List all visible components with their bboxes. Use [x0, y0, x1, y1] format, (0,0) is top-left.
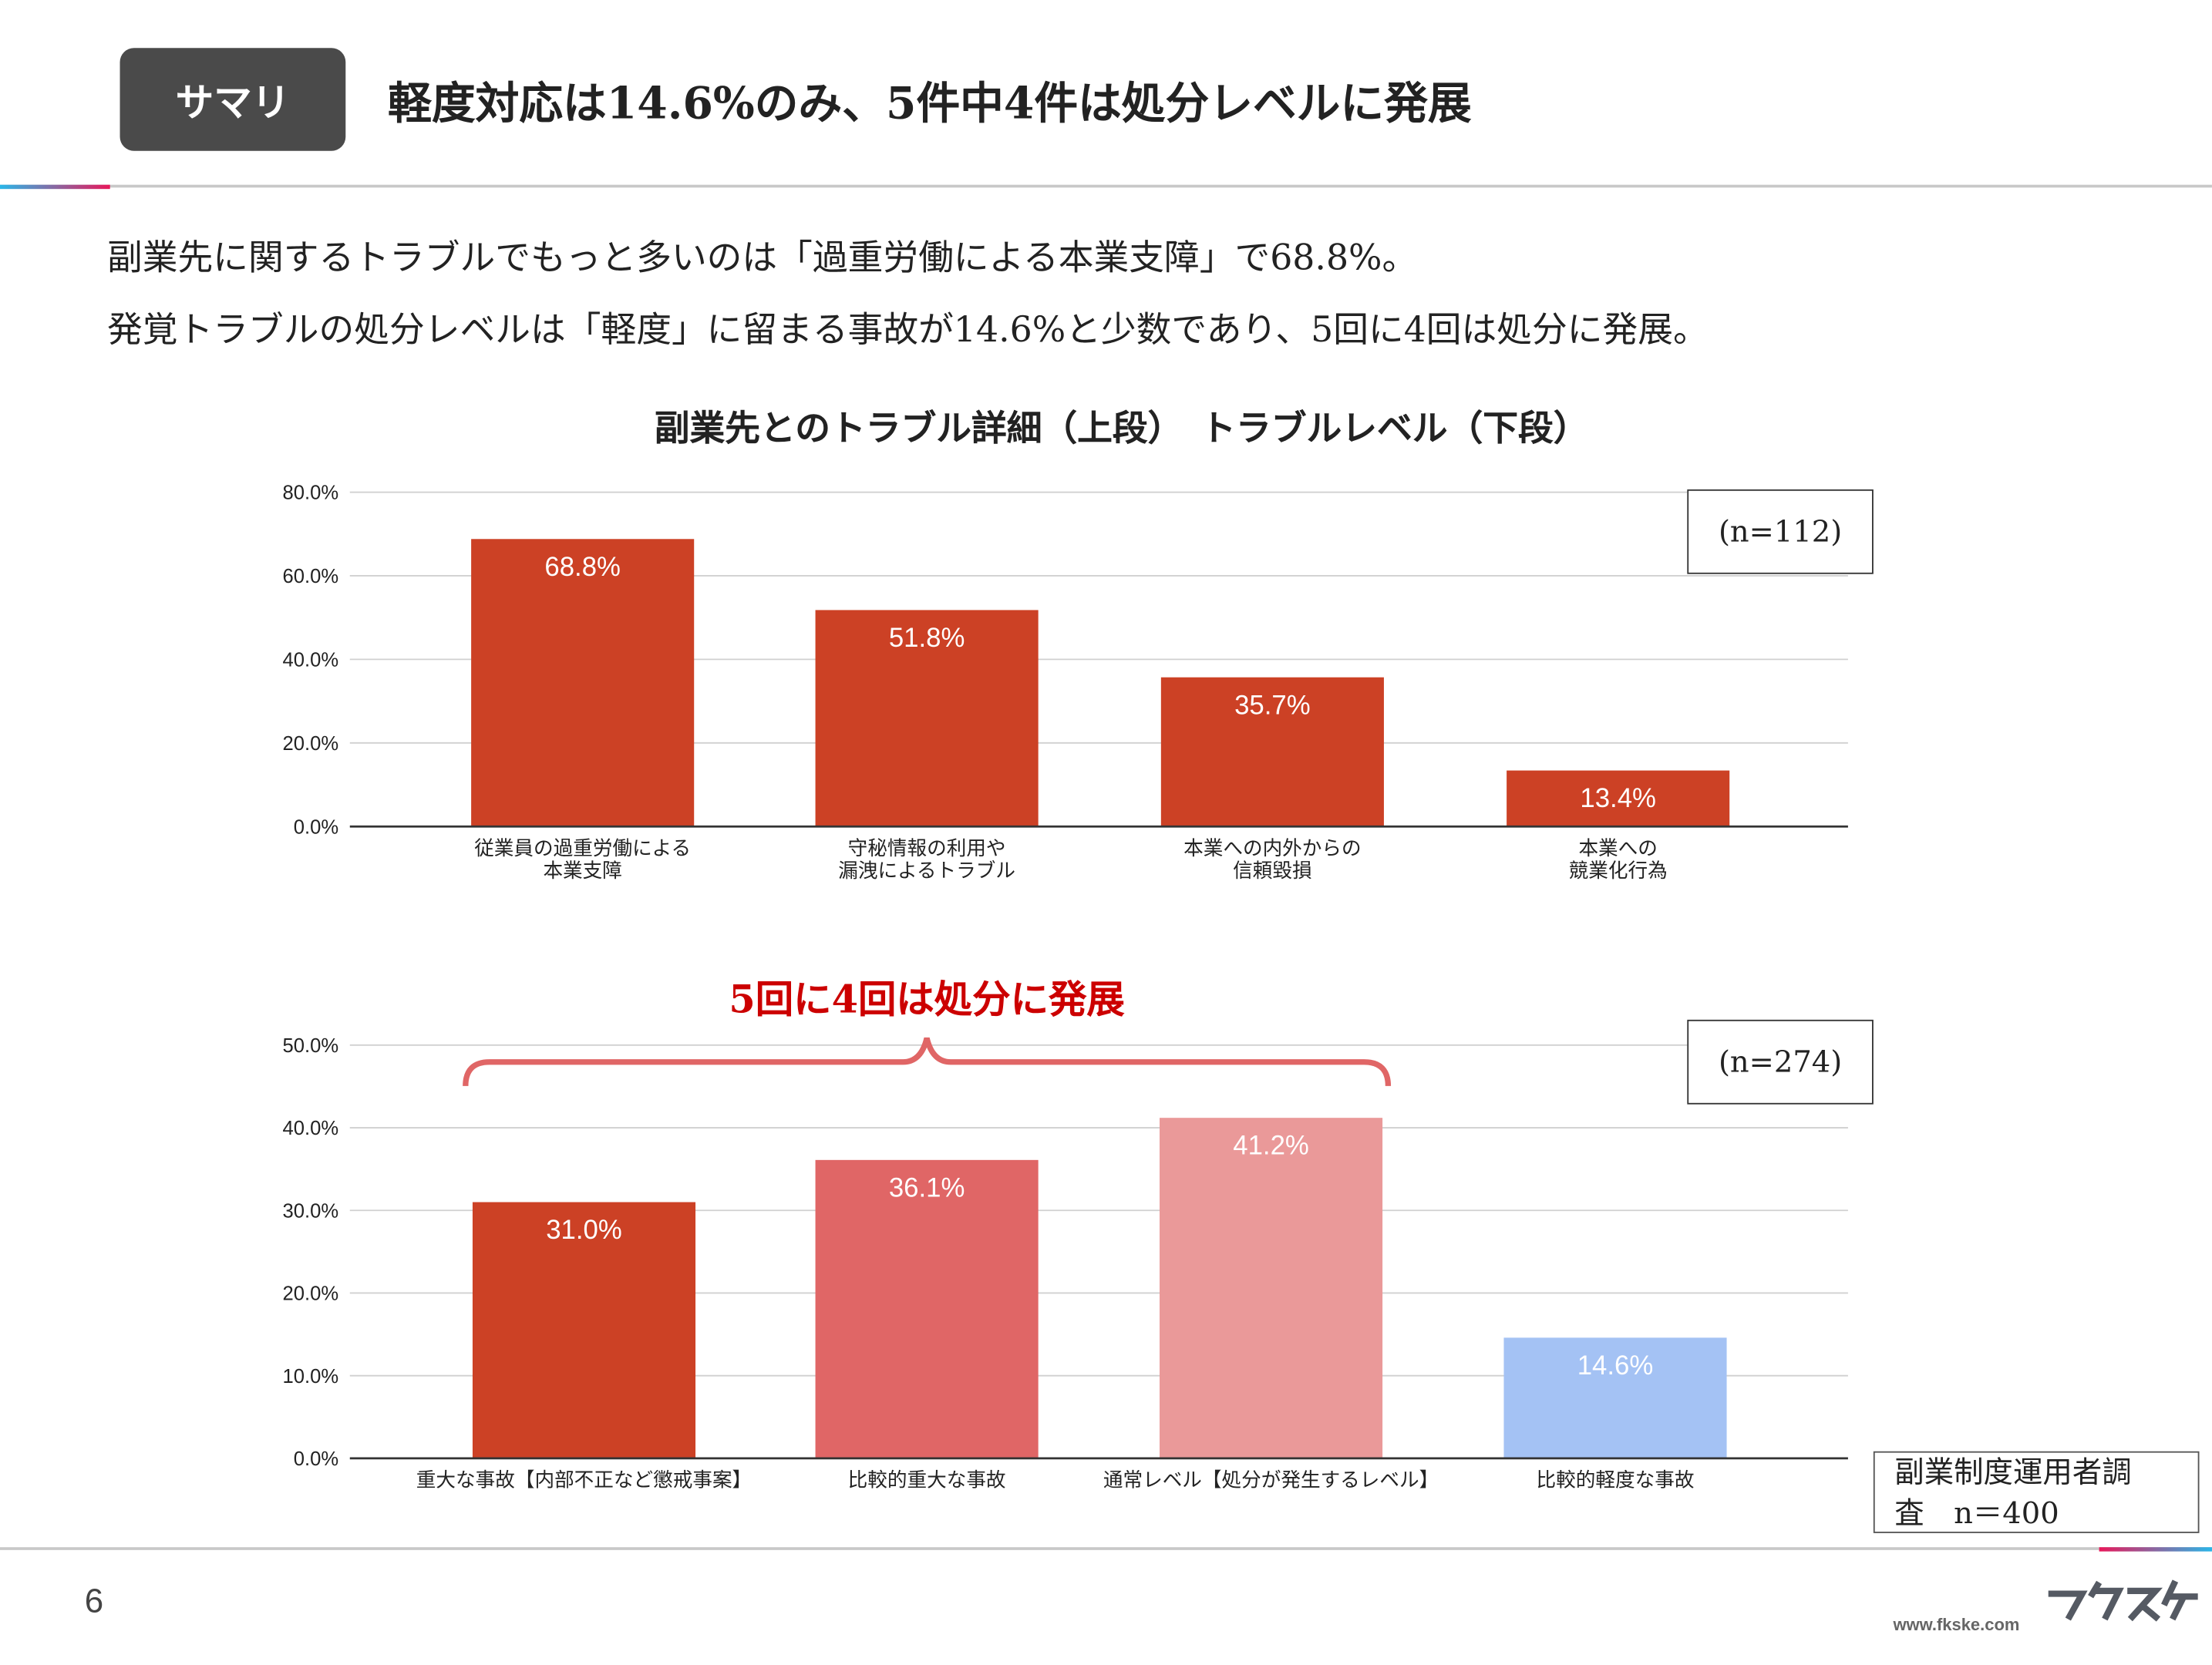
bar — [1160, 677, 1384, 827]
y-tick-label: 20.0% — [283, 1283, 339, 1305]
y-tick-label: 50.0% — [283, 1035, 339, 1057]
sample-size-box-1: (n=112) — [1687, 489, 1874, 574]
chart-title: 副業先とのトラブル詳細（上段） トラブルレベル（下段） — [654, 407, 1589, 449]
bar — [471, 539, 695, 827]
x-tick-label: 本業支障 — [543, 859, 621, 882]
y-tick-label: 40.0% — [283, 650, 339, 671]
x-tick-label: 通常レベル【処分が発生するレベル】 — [1103, 1469, 1439, 1492]
annotation-label: 5回に4回は処分に発展 — [729, 978, 1125, 1023]
y-tick-label: 60.0% — [283, 566, 339, 587]
source-line-1: 副業制度運用者調 — [1894, 1455, 2132, 1490]
header-divider — [0, 184, 2212, 188]
source-line-2: 査 n＝400 — [1894, 1496, 2059, 1531]
header-accent — [0, 184, 110, 190]
x-tick-label: 漏洩によるトラブル — [838, 859, 1015, 882]
data-label: 14.6% — [1577, 1351, 1654, 1381]
data-label: 41.2% — [1233, 1132, 1309, 1161]
bar — [1160, 1118, 1383, 1458]
summary-line-1: 副業先に関するトラブルでもっと多いのは「過重労働による本業支障」で68.8%。 — [107, 237, 1418, 278]
x-tick-label: 競業化行為 — [1569, 859, 1668, 882]
x-tick-label: 従業員の過重労働による — [474, 837, 691, 859]
brace-annotation-icon — [463, 1037, 1392, 1087]
y-tick-label: 80.0% — [283, 483, 339, 504]
source-note: 副業制度運用者調 査 n＝400 — [1873, 1451, 2200, 1533]
data-label: 51.8% — [889, 624, 965, 653]
x-tick-label: 信頼毀損 — [1233, 859, 1311, 882]
footer-accent — [2099, 1547, 2212, 1552]
bar — [815, 1159, 1039, 1458]
x-tick-label: 比較的重大な事故 — [848, 1469, 1006, 1492]
page-number: 6 — [84, 1582, 104, 1621]
y-tick-label: 40.0% — [283, 1118, 339, 1139]
bar — [815, 610, 1039, 827]
bar — [1503, 1337, 1727, 1458]
company-url[interactable]: www.fkske.com — [1893, 1615, 2020, 1635]
y-tick-label: 10.0% — [283, 1366, 339, 1388]
y-tick-label: 30.0% — [283, 1200, 339, 1222]
summary-line-2: 発覚トラブルの処分レベルは「軽度」に留まる事故が14.6%と少数であり、5回に4… — [107, 308, 1709, 350]
x-tick-label: 守秘情報の利用や — [848, 837, 1006, 859]
x-tick-label: 重大な事故【内部不正など懲戒事案】 — [416, 1469, 752, 1492]
data-label: 36.1% — [889, 1173, 965, 1202]
bar — [1507, 770, 1730, 827]
data-label: 35.7% — [1234, 691, 1311, 720]
summary-tag: サマリ — [120, 48, 346, 151]
data-label: 31.0% — [546, 1216, 622, 1245]
y-tick-label: 0.0% — [294, 1448, 338, 1470]
chart-trouble-details: 0.0% 20.0% 40.0% 60.0% 80.0% 68.8% 従業員の過重労働による… — [283, 483, 1848, 882]
data-label: 68.8% — [544, 553, 621, 582]
x-tick-label: 比較的軽度な事故 — [1537, 1469, 1695, 1492]
x-tick-label: 本業への内外からの — [1183, 837, 1362, 859]
footer-divider — [0, 1547, 2212, 1550]
chart-trouble-levels: 0.0% 10.0% 20.0% 30.0% 40.0% 50.0% 31.0% 重大な事故【… — [283, 1035, 1848, 1492]
data-label: 13.4% — [1580, 784, 1656, 813]
sample-size-box-2: (n=274) — [1687, 1019, 1874, 1105]
x-tick-label: 本業への — [1578, 837, 1657, 859]
slide-title: 軽度対応は14.6%のみ、5件中4件は処分レベルに発展 — [388, 79, 1472, 130]
y-tick-label: 20.0% — [283, 733, 339, 755]
y-tick-label: 0.0% — [294, 816, 338, 838]
fukusuke-logo-icon — [2048, 1579, 2198, 1622]
bar — [472, 1202, 696, 1458]
